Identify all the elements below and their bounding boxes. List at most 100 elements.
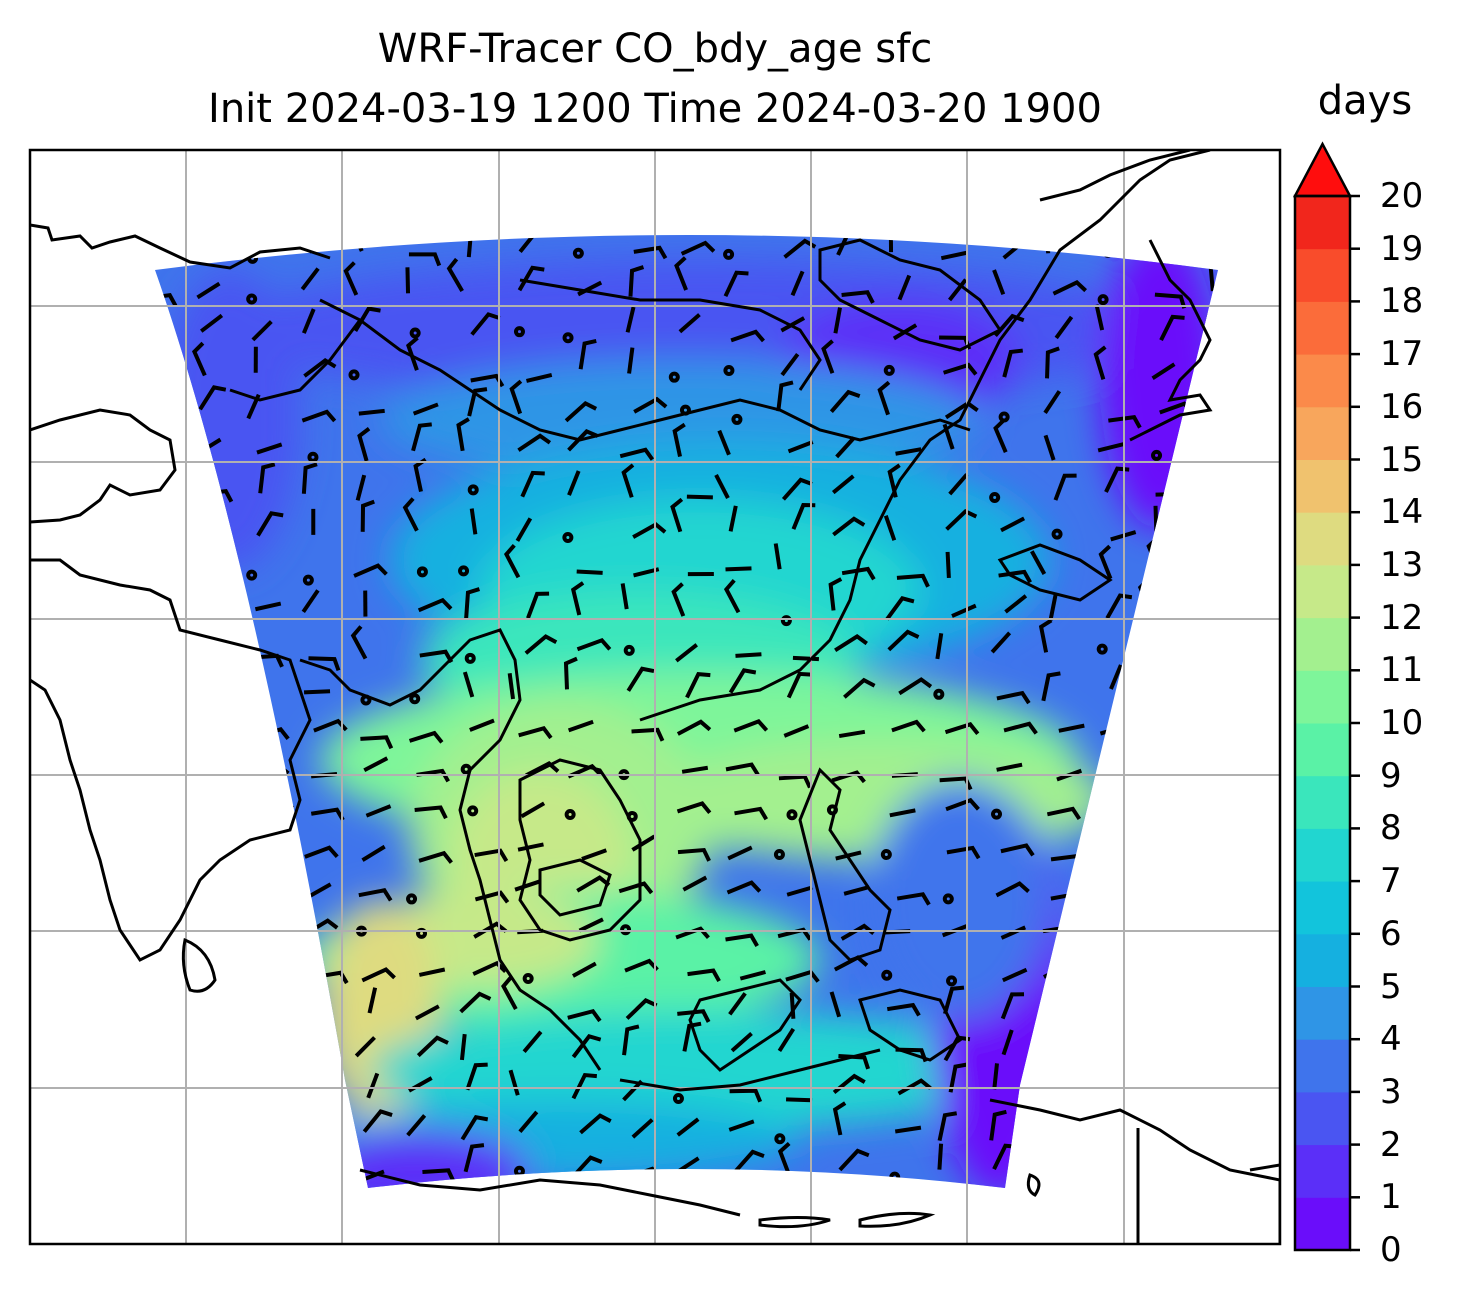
wind-barb xyxy=(147,625,150,651)
wind-barb xyxy=(303,357,337,378)
wind-barb xyxy=(1002,348,1024,378)
wind-barb xyxy=(935,632,944,660)
calm-wind-marker xyxy=(1151,449,1163,461)
wind-barb xyxy=(777,927,812,941)
wind-barb xyxy=(727,845,753,861)
wind-barb xyxy=(829,389,861,414)
wind-barb xyxy=(1094,304,1105,331)
calm-wind-marker xyxy=(146,1176,153,1183)
wind-barb xyxy=(517,433,552,452)
calm-wind-marker xyxy=(246,293,258,305)
wind-barb xyxy=(517,265,545,292)
wind-barb xyxy=(572,961,597,978)
wind-barb xyxy=(786,671,812,699)
calm-wind-marker xyxy=(1097,975,1109,987)
wind-barb xyxy=(625,306,636,333)
wind-barb xyxy=(567,470,581,496)
calm-wind-marker xyxy=(668,371,680,383)
wind-barb xyxy=(678,313,701,334)
wind-barb xyxy=(507,672,516,700)
wind-barb xyxy=(363,756,389,773)
wind-barb xyxy=(676,1117,700,1137)
wind-barb xyxy=(681,765,709,774)
wind-barb xyxy=(687,968,721,983)
wind-barb xyxy=(841,290,875,304)
colorbar-tick-label: 17 xyxy=(1380,334,1424,375)
wind-barb xyxy=(564,400,598,423)
wind-barb xyxy=(301,589,320,614)
wind-barb xyxy=(199,504,213,539)
calm-wind-marker xyxy=(883,364,895,376)
wind-barb xyxy=(301,409,337,423)
wind-barb xyxy=(631,834,656,852)
wind-barb xyxy=(520,801,546,819)
wind-barb xyxy=(832,1073,866,1094)
calm-wind-marker xyxy=(731,413,743,425)
colorbar-segment xyxy=(1295,828,1350,882)
wind-barb xyxy=(1208,985,1218,1011)
calm-wind-marker xyxy=(991,808,1003,820)
colorbar xyxy=(1292,141,1360,1252)
wind-barb xyxy=(894,1125,922,1134)
wind-barb xyxy=(789,992,796,1019)
calm-wind-marker xyxy=(467,484,479,496)
wind-barb xyxy=(517,842,544,852)
wind-barb xyxy=(897,1078,932,1096)
wind-barb xyxy=(257,885,292,899)
wind-barb xyxy=(1041,671,1061,702)
wind-barb xyxy=(1137,577,1153,612)
wind-barb xyxy=(460,1114,489,1141)
wind-barb xyxy=(469,508,478,535)
wind-barb xyxy=(1203,627,1212,655)
wind-barb xyxy=(792,655,820,662)
wind-barb xyxy=(244,1136,258,1172)
calm-wind-marker xyxy=(1198,368,1210,380)
colorbar-tick-label: 3 xyxy=(1380,1071,1402,1112)
wind-barb xyxy=(951,603,977,618)
wind-barb xyxy=(509,379,523,415)
wind-barb xyxy=(886,1002,921,1017)
wind-barb xyxy=(155,1109,174,1141)
wind-barb xyxy=(1153,505,1159,532)
wind-barb xyxy=(308,656,341,672)
wind-barb xyxy=(581,848,608,861)
wind-barb xyxy=(155,1033,161,1057)
wind-barb xyxy=(1050,1064,1058,1091)
plot-subtitle: Init 2024-03-19 1200 Time 2024-03-20 190… xyxy=(208,86,1102,132)
wind-barb xyxy=(155,555,161,581)
wind-barb xyxy=(1046,806,1082,821)
wind-barb xyxy=(130,506,142,538)
wind-barb xyxy=(576,875,611,893)
gridlines xyxy=(30,150,1280,1244)
wind-barb xyxy=(467,387,488,417)
wind-barb xyxy=(503,543,521,579)
wind-barb xyxy=(514,879,541,892)
wind-barb xyxy=(256,442,283,455)
wind-barb xyxy=(301,462,318,494)
wind-barb xyxy=(628,265,645,297)
colorbar-segment xyxy=(1295,196,1350,250)
wind-barb xyxy=(418,850,453,864)
wind-barb xyxy=(247,1068,262,1101)
wind-barb xyxy=(408,730,444,744)
wind-barb xyxy=(570,581,585,616)
wind-barb xyxy=(360,735,394,750)
wind-barb xyxy=(567,429,599,452)
wind-barb xyxy=(195,697,222,703)
wind-barb xyxy=(733,719,769,733)
wind-barb xyxy=(155,443,173,455)
wind-barb xyxy=(578,917,604,933)
colorbar-segment xyxy=(1295,564,1350,619)
calm-wind-marker xyxy=(409,327,421,339)
wind-barb xyxy=(1202,877,1218,893)
wind-barb xyxy=(525,761,560,778)
wind-barb xyxy=(422,1168,456,1183)
wind-barb xyxy=(834,633,868,653)
wind-barb xyxy=(730,329,765,343)
wind-barb xyxy=(192,341,207,377)
wind-barb xyxy=(416,768,450,783)
wind-barb xyxy=(992,1063,999,1090)
wind-barb xyxy=(518,1110,539,1134)
wind-barb xyxy=(1207,1069,1218,1096)
colorbar-tick-label: 5 xyxy=(1380,966,1402,1007)
